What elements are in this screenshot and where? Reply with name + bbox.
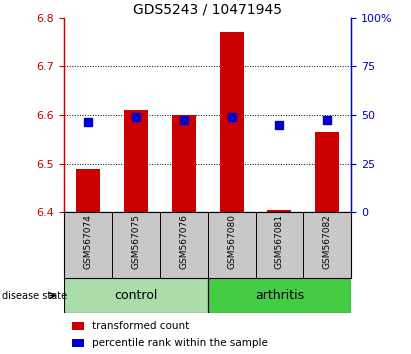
Point (180, 117, 187, 123)
Text: disease state: disease state (2, 291, 67, 301)
Text: GSM567075: GSM567075 (131, 215, 140, 269)
Text: GSM567080: GSM567080 (227, 215, 236, 269)
Point (84, 120, 91, 125)
Bar (208, 278, 351, 313)
Text: transformed count: transformed count (92, 321, 190, 331)
Point (324, 117, 331, 123)
Title: GDS5243 / 10471945: GDS5243 / 10471945 (133, 2, 282, 17)
Point (228, 115, 235, 120)
Text: control: control (114, 289, 157, 302)
Bar (219, 32, 243, 212)
Bar (172, 115, 196, 212)
Text: percentile rank within the sample: percentile rank within the sample (92, 338, 268, 348)
Text: GSM567081: GSM567081 (275, 215, 284, 269)
Point (276, 122, 283, 128)
Bar (315, 132, 339, 212)
Bar (76, 169, 100, 212)
Text: arthritis: arthritis (255, 289, 304, 302)
Text: GSM567074: GSM567074 (83, 215, 92, 269)
Text: GSM567076: GSM567076 (179, 215, 188, 269)
Bar (72, 322, 84, 330)
Bar (268, 210, 291, 212)
Text: GSM567082: GSM567082 (323, 215, 332, 269)
Bar (124, 110, 148, 212)
Bar (72, 339, 84, 347)
Point (132, 115, 139, 120)
Bar (64, 278, 208, 313)
